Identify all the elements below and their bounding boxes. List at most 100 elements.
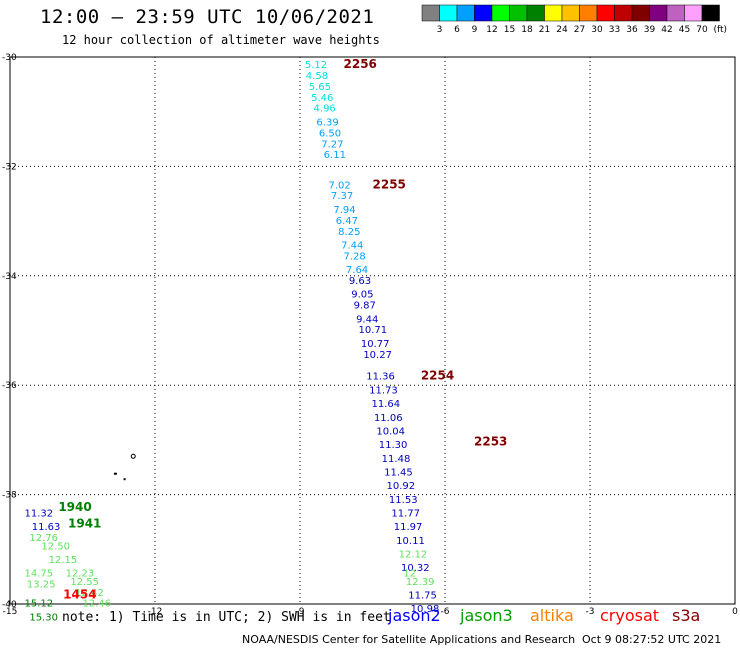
map-subtitle: 12 hour collection of altimeter wave hei… <box>62 33 380 47</box>
legend-cryosat: cryosat <box>600 606 660 625</box>
wave-height-label: 10.11 <box>396 536 425 547</box>
credit-date: Oct 9 08:27:52 UTC 2021 <box>582 633 722 646</box>
footnote: note: 1) Time is in UTC; 2) SWH is in fe… <box>62 610 391 625</box>
legend-swatch <box>509 4 528 22</box>
wave-height-label: 15.30 <box>29 612 58 623</box>
legend-label: 30 <box>591 25 603 35</box>
wave-height-label: 7.28 <box>344 251 366 262</box>
wave-height-label: 10.98 <box>411 604 440 615</box>
wave-height-label: 13.25 <box>27 580 56 591</box>
legend-swatch <box>684 4 703 22</box>
wave-height-label: 11.53 <box>389 495 418 506</box>
wave-height-label: 7.37 <box>331 191 353 202</box>
wave-height-label: 9.87 <box>354 301 376 312</box>
wave-height-label: 7.02 <box>329 180 351 191</box>
legend-swatch <box>526 4 545 22</box>
legend-label: 6 <box>454 25 460 35</box>
wave-height-label: 12.76 <box>29 533 58 544</box>
wave-height-label: 12.42 <box>75 588 104 599</box>
y-tick-label: -34 <box>2 272 17 282</box>
wave-height-label: 12.23 <box>66 569 95 580</box>
wave-height-label: 9.05 <box>351 290 373 301</box>
time-label: 1941 <box>68 516 101 530</box>
wave-height-label: 11.73 <box>369 385 398 396</box>
legend-swatch <box>561 4 580 22</box>
wave-height-label: 5.46 <box>311 93 333 104</box>
island-mark <box>130 453 136 459</box>
y-tick-label: -38 <box>2 491 17 501</box>
wave-height-label: 12 <box>403 569 416 580</box>
wave-height-label: 10.77 <box>361 339 390 350</box>
y-tick-label: -40 <box>2 600 17 610</box>
time-label: 1940 <box>58 500 91 514</box>
wave-height-label: 11.77 <box>391 508 420 519</box>
wave-height-label: 11.30 <box>379 440 408 451</box>
legend-label: 36 <box>626 25 638 35</box>
legend-swatch <box>491 4 510 22</box>
wave-height-label: 15.12 <box>25 599 54 610</box>
legend-label: 42 <box>661 25 672 35</box>
wave-height-label: 11.97 <box>394 522 423 533</box>
legend-label: 21 <box>539 25 550 35</box>
y-tick-label: -36 <box>2 381 17 391</box>
legend-swatch <box>439 4 458 22</box>
time-label: 1454 <box>63 588 96 602</box>
legend-label: 18 <box>521 25 533 35</box>
wave-height-label: 8.25 <box>338 227 360 238</box>
legend-label: 24 <box>556 25 568 35</box>
plot-frame <box>9 56 736 605</box>
x-tick-label: 0 <box>732 607 738 617</box>
island-mark <box>123 478 126 481</box>
legend-label: 33 <box>609 25 620 35</box>
wave-height-label: 11.63 <box>32 522 61 533</box>
x-tick-label: -12 <box>148 607 163 617</box>
legend-swatch <box>421 4 440 22</box>
wave-height-label: 10.92 <box>387 481 416 492</box>
legend-jason2: jason2 <box>388 606 441 625</box>
time-label: 2256 <box>344 57 377 71</box>
legend-label: 45 <box>679 25 690 35</box>
legend-label: 27 <box>574 25 585 35</box>
legend-swatch <box>474 4 493 22</box>
island-mark <box>113 472 117 475</box>
wave-height-label: 11.64 <box>372 399 401 410</box>
x-tick-label: -6 <box>441 607 450 617</box>
legend-swatch <box>596 4 615 22</box>
wave-height-label: 7.44 <box>341 240 363 251</box>
wave-height-label: 10.71 <box>358 325 387 336</box>
wave-height-label: 12.12 <box>399 550 428 561</box>
wave-height-label: 11.06 <box>374 413 403 424</box>
wave-height-label: 6.50 <box>319 128 341 139</box>
x-tick-label: -3 <box>586 607 595 617</box>
x-tick-label: -15 <box>3 607 18 617</box>
wave-height-label: 10.27 <box>363 350 392 361</box>
legend-label: 3 <box>437 25 443 35</box>
legend-swatch <box>631 4 650 22</box>
wave-height-label: 11.45 <box>384 467 413 478</box>
wave-height-label: 11.32 <box>25 508 54 519</box>
legend-label: 70 <box>696 25 708 35</box>
wave-height-label: 11.36 <box>366 372 395 383</box>
wave-height-label: 11.48 <box>382 454 411 465</box>
wave-height-label: 14.75 <box>25 569 54 580</box>
y-tick-label: -32 <box>2 162 17 172</box>
legend-label: 15 <box>504 25 515 35</box>
time-label: 2253 <box>474 434 507 448</box>
wave-height-label: 11.75 <box>408 591 437 602</box>
wave-height-label: 12.15 <box>49 555 78 566</box>
legend-label: 9 <box>472 25 478 35</box>
wave-height-label: 12.46 <box>83 599 112 610</box>
legend-swatch <box>701 4 720 22</box>
time-label: 2255 <box>373 177 406 191</box>
wave-height-label: 7.94 <box>333 205 355 216</box>
legend-swatch <box>579 4 598 22</box>
legend-label: 12 <box>486 25 497 35</box>
legend-swatch <box>456 4 475 22</box>
wave-height-label: 7.27 <box>321 139 343 150</box>
legend-jason3: jason3 <box>460 606 513 625</box>
y-tick-label: -30 <box>2 53 17 63</box>
legend-unit: (ft) <box>714 25 728 35</box>
wave-height-label: 10.32 <box>401 563 430 574</box>
legend-swatch <box>614 4 633 22</box>
